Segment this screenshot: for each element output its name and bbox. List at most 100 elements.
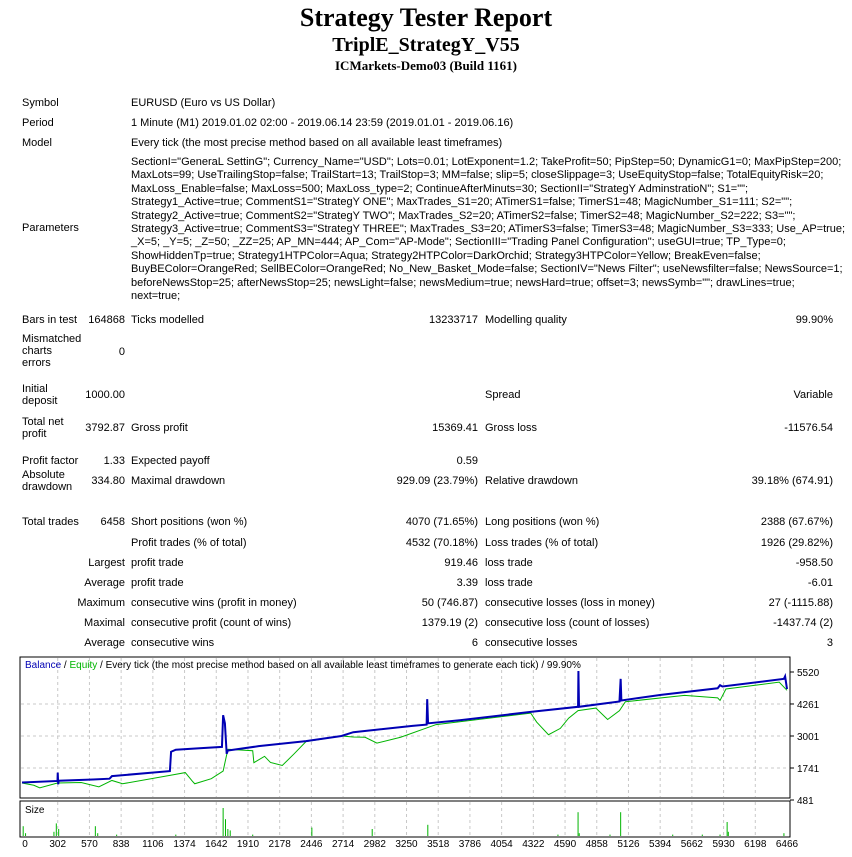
- stat-value3: 2388 (67.67%): [760, 516, 833, 528]
- stat-value2: 13233717: [429, 314, 478, 326]
- x-tick-label: 2714: [332, 839, 355, 850]
- stat-label3: Relative drawdown: [485, 475, 578, 487]
- stat-label2: Profit trades (% of total): [131, 537, 247, 549]
- stat-label: Total trades: [22, 516, 79, 528]
- stat-label2: consecutive wins: [131, 637, 215, 649]
- stat-value: 1.33: [103, 455, 125, 467]
- x-tick-label: 3518: [427, 839, 450, 850]
- stat-label3: Long positions (won %): [485, 516, 600, 528]
- period-value: 1 Minute (M1) 2019.01.02 02:00 - 2019.06…: [131, 117, 514, 129]
- report-title: Strategy Tester Report: [299, 3, 553, 32]
- x-tick-label: 302: [49, 839, 66, 850]
- parameters-block: SectionI="GeneraL SettinG"; Currency_Nam…: [131, 156, 846, 303]
- stat-value3: 99.90%: [795, 314, 833, 326]
- x-tick-label: 4590: [554, 839, 577, 850]
- x-tick-label: 3250: [395, 839, 418, 850]
- period-label: Period: [22, 117, 54, 129]
- stat-label: Maximal: [84, 617, 125, 629]
- parameters-label: Parameters: [22, 222, 79, 234]
- stat-label2: Ticks modelled: [131, 314, 204, 326]
- x-tick-label: 838: [113, 839, 130, 850]
- x-tick-label: 5662: [681, 839, 704, 850]
- stat-value2: 919.46: [444, 557, 478, 569]
- y-tick-label: 481: [797, 796, 814, 807]
- size-plot-frame: [19, 800, 791, 838]
- x-tick-label: 4858: [586, 839, 609, 850]
- size-label: Size: [25, 805, 45, 816]
- x-tick-label: 2982: [364, 839, 387, 850]
- x-tick-label: 3786: [459, 839, 482, 850]
- x-tick-label: 1910: [237, 839, 260, 850]
- parameters-line: MaxLots=99; UseTrailingStop=false; Trail…: [131, 169, 824, 182]
- stat-label2: consecutive profit (count of wins): [131, 617, 292, 629]
- parameters-line: BuyBEColor=OrangeRed; SellBEColor=Orange…: [131, 263, 843, 276]
- stat-label3: Spread: [485, 389, 521, 401]
- legend-sep1: /: [61, 660, 69, 671]
- x-tick-label: 0: [22, 839, 28, 850]
- chart-legend: Balance / Equity / Every tick (the most …: [25, 660, 581, 671]
- stat-value: 3792.87: [85, 422, 125, 434]
- balance-line: [21, 670, 788, 785]
- stat-label2: profit trade: [131, 557, 184, 569]
- x-tick-label: 5930: [712, 839, 735, 850]
- x-tick-label: 1642: [205, 839, 228, 850]
- stat-label2: Expected payoff: [131, 455, 210, 467]
- stat-value3: Variable: [793, 389, 833, 401]
- stat-value: 164868: [88, 314, 125, 326]
- y-tick-label: 3001: [797, 732, 820, 743]
- parameters-line: next=true;: [131, 290, 181, 303]
- legend-rest: / Every tick (the most precise method ba…: [97, 660, 581, 671]
- stat-value3: -11576.54: [784, 422, 833, 434]
- stat-label3: consecutive losses: [485, 637, 578, 649]
- stat-value3: -6.01: [807, 577, 833, 589]
- stat-value2: 4070 (71.65%): [405, 516, 478, 528]
- legend-equity: Equity: [69, 660, 97, 671]
- parameters-line: Strategy2_Active=true; CommentS2="Strate…: [131, 209, 796, 222]
- symbol-label: Symbol: [22, 97, 59, 109]
- stat-label2: consecutive wins (profit in money): [131, 597, 297, 609]
- stat-label: Average: [84, 577, 125, 589]
- stat-value: 0: [118, 346, 125, 358]
- parameters-line: SectionI="GeneraL SettinG"; Currency_Nam…: [131, 156, 842, 168]
- stat-label2: Maximal drawdown: [131, 475, 226, 487]
- stat-label3: Gross loss: [485, 422, 537, 434]
- model-label: Model: [22, 137, 52, 149]
- stat-label3: Loss trades (% of total): [485, 537, 599, 549]
- stat-label: Average: [84, 637, 125, 649]
- x-tick-label: 4322: [522, 839, 545, 850]
- stat-value2: 15369.41: [432, 422, 478, 434]
- expert-name: TriplE_StrategY_V55: [332, 34, 520, 56]
- parameters-line: MaxLoss_Enable=false; MaxLoss=500; MaxLo…: [131, 182, 749, 195]
- legend-balance: Balance: [25, 660, 62, 671]
- x-tick-label: 2178: [269, 839, 292, 850]
- stat-label: Profit factor: [22, 455, 79, 467]
- stat-value3: 1926 (29.82%): [760, 537, 833, 549]
- symbol-value: EURUSD (Euro vs US Dollar): [131, 97, 276, 109]
- parameters-line: ShowHiddenTp=true; Strategy1HTPColor=Aqu…: [131, 249, 761, 262]
- parameters-line: beforeNewsStop=25; afterNewsStop=25; new…: [131, 276, 795, 289]
- x-tick-label: 1374: [173, 839, 196, 850]
- x-tick-label: 2446: [300, 839, 323, 850]
- y-tick-label: 4261: [797, 700, 820, 711]
- stat-label: Initial deposit: [22, 383, 58, 407]
- stat-value2: 4532 (70.18%): [405, 537, 478, 549]
- stat-value2: 3.39: [456, 577, 478, 589]
- stat-label3: Modelling quality: [485, 314, 567, 326]
- parameters-line: Strategy3_Active=true; CommentS3="Strate…: [131, 223, 846, 236]
- stat-value2: 0.59: [456, 455, 478, 467]
- stat-value2: 6: [471, 637, 478, 649]
- x-tick-label: 4054: [491, 839, 514, 850]
- stat-value3: -958.50: [795, 557, 833, 569]
- stat-value2: 1379.19 (2): [421, 617, 478, 629]
- stat-value3: 39.18% (674.91): [751, 475, 833, 487]
- stat-label3: loss trade: [485, 577, 533, 589]
- x-tick-label: 570: [81, 839, 98, 850]
- stat-value: 334.80: [91, 475, 125, 487]
- stat-value2: 929.09 (23.79%): [396, 475, 478, 487]
- stat-value: 1000.00: [85, 389, 125, 401]
- parameters-line: Strategy1_Active=true; CommentS1="Strate…: [131, 196, 793, 209]
- stat-label: Maximum: [77, 597, 125, 609]
- stat-value3: -1437.74 (2): [773, 617, 833, 629]
- stat-value3: 27 (-1115.88): [768, 597, 833, 609]
